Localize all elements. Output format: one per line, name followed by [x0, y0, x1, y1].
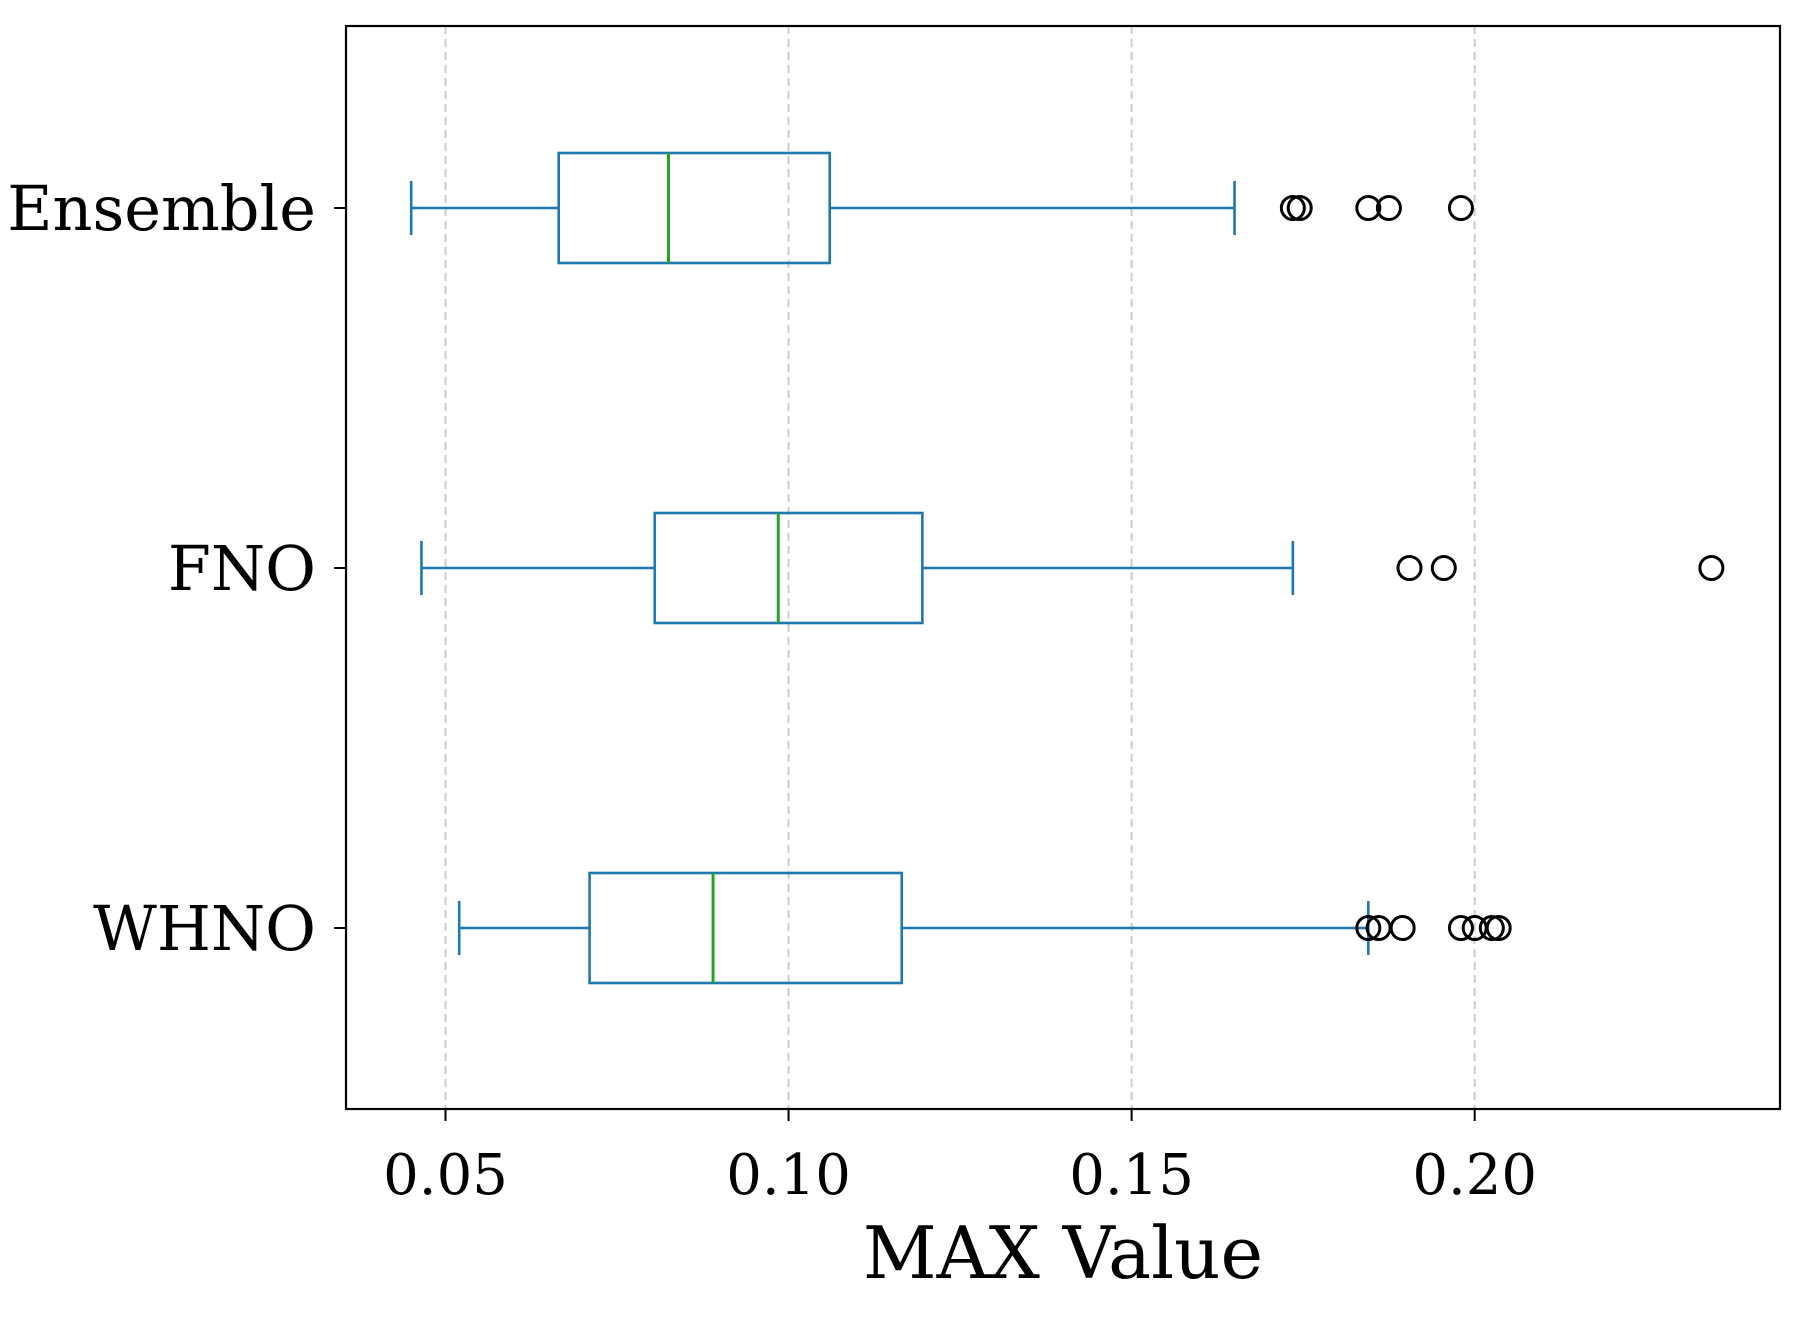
axis-ticks: 0.05 0.10 0.15 0.20 Ensemble FNO WHNO [7, 172, 1537, 1208]
x-axis-title: MAX Value [863, 1211, 1263, 1295]
outlier-point [1485, 915, 1512, 941]
x-tick-label: 0.20 [1412, 1143, 1537, 1208]
outlier-point [1447, 915, 1474, 941]
outlier-point [1396, 555, 1423, 581]
outlier-point [1355, 195, 1382, 221]
box-plots [409, 151, 1725, 985]
iqr-box [588, 871, 904, 985]
iqr-box [653, 511, 924, 625]
outlier-point [1430, 555, 1457, 581]
outlier-point [1355, 915, 1382, 941]
box-ensemble [409, 151, 1474, 265]
outlier-point [1389, 915, 1416, 941]
y-tick-label: WHNO [93, 892, 316, 965]
x-tick-label: 0.15 [1069, 1143, 1194, 1208]
outlier-point [1286, 195, 1313, 221]
outlier-point [1698, 555, 1725, 581]
outlier-point [1375, 195, 1402, 221]
x-tick-label: 0.05 [383, 1143, 508, 1208]
outlier-point [1478, 915, 1505, 941]
box-fno [420, 511, 1725, 625]
y-tick-label: Ensemble [7, 172, 316, 245]
outlier-point [1447, 195, 1474, 221]
x-tick-label: 0.10 [726, 1143, 851, 1208]
iqr-box [557, 151, 832, 265]
box-whno [457, 871, 1512, 985]
outlier-point [1279, 195, 1306, 221]
y-tick-label: FNO [168, 532, 316, 605]
